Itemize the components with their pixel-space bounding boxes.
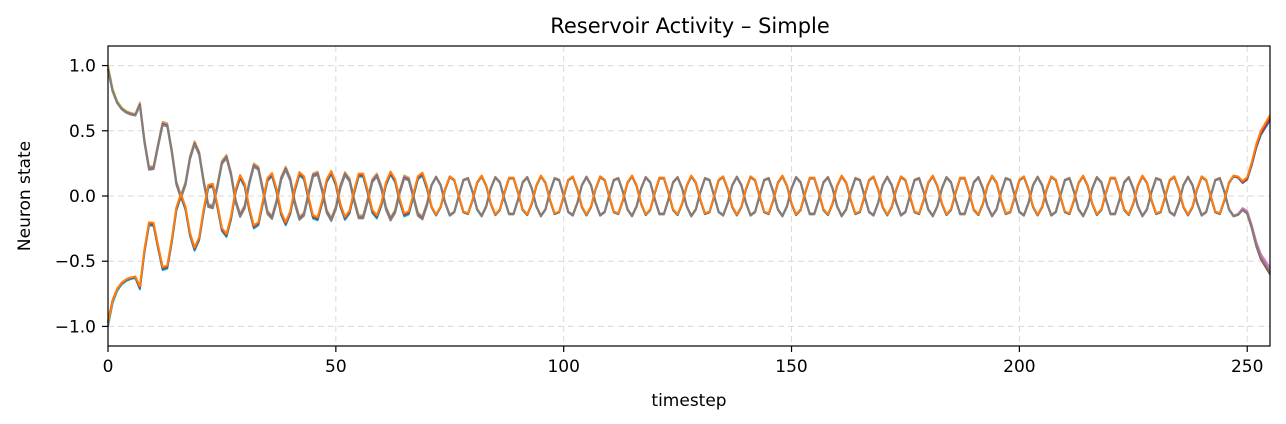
series-line-negative-5: [107, 119, 1271, 324]
y-tick-label: 0.5: [69, 122, 96, 142]
y-tick-label: −0.5: [55, 252, 96, 272]
x-tick-label: 250: [1231, 357, 1263, 377]
y-tick-label: −1.0: [55, 317, 96, 337]
x-tick-label: 150: [775, 357, 807, 377]
series-line-negative-4: [107, 117, 1271, 327]
y-axis-label: Neuron state: [15, 141, 35, 251]
x-tick-label: 100: [547, 357, 579, 377]
x-tick-label: 0: [103, 357, 114, 377]
series-line-positive-0: [107, 65, 1271, 275]
y-tick-label: 0.0: [69, 187, 96, 207]
series-line-positive-2: [107, 69, 1271, 275]
x-axis-label: timestep: [651, 391, 726, 411]
x-axis-ticks: 0 50 100 150 200 250: [103, 346, 1263, 377]
x-tick-label: 200: [1003, 357, 1035, 377]
x-tick-label: 50: [325, 357, 347, 377]
grid-lines: [107, 46, 1270, 346]
chart-title: Reservoir Activity – Simple: [550, 14, 830, 38]
series-line-negative-7: [107, 114, 1271, 324]
series-layer: [107, 65, 1271, 327]
series-line-positive-3: [107, 68, 1271, 273]
y-tick-label: 1.0: [69, 57, 96, 77]
series-line-positive-1: [107, 69, 1271, 269]
y-axis-ticks: 1.0 0.5 0.0 −0.5 −1.0: [55, 57, 108, 337]
